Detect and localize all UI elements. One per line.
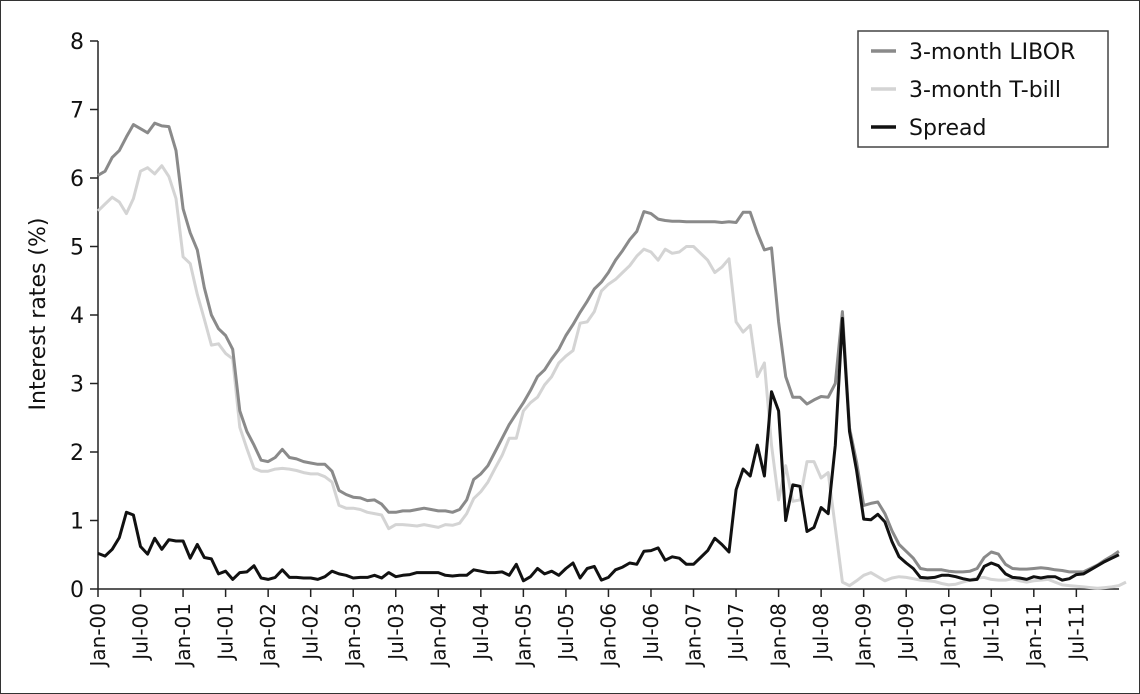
x-axis: Jan-00 Jul-00 Jan-01 Jul-01 Jan-02 Jul-02 Jan-… — [86, 588, 1119, 669]
x-tick-label: Jan-05 — [511, 603, 535, 669]
y-tick-label: 8 — [70, 30, 84, 55]
x-tick-label: Jul-09 — [894, 603, 918, 662]
x-tick-label: Jan-07 — [682, 603, 706, 669]
legend-label-tbill: 3-month T-bill — [909, 78, 1061, 103]
x-tick-label: Jan-06 — [596, 603, 620, 669]
x-tick-label: Jul-10 — [979, 603, 1003, 662]
series-line-tbill — [96, 164, 1127, 590]
x-tick-label: Jul-08 — [809, 603, 833, 662]
x-tick-label: Jan-11 — [1022, 603, 1046, 669]
legend-box — [857, 30, 1109, 148]
x-tick-label: Jul-05 — [554, 603, 578, 662]
x-tick-label: Jul-02 — [299, 603, 323, 662]
x-tick-label: Jul-06 — [639, 603, 663, 662]
y-tick-label: 7 — [70, 99, 84, 124]
x-tick-label: Jan-01 — [171, 603, 195, 669]
x-tick-label: Jan-10 — [937, 603, 961, 669]
y-tick-label: 1 — [70, 510, 84, 535]
series-line-libor — [97, 121, 1120, 574]
x-tick-label: Jan-04 — [426, 603, 450, 669]
legend-label-libor: 3-month LIBOR — [909, 40, 1075, 65]
y-tick-label: 3 — [70, 373, 84, 398]
x-tick-label: Jan-03 — [341, 603, 365, 669]
x-tick-label: Jul-03 — [384, 603, 408, 662]
y-tick-label: 2 — [70, 441, 84, 466]
x-tick-label: Jan-00 — [86, 603, 110, 669]
x-tick-label: Jan-08 — [767, 603, 791, 669]
x-tick-label: Jan-09 — [852, 603, 876, 669]
legend-entry-tbill: 3-month T-bill — [871, 78, 1061, 103]
x-tick-label: Jan-02 — [256, 603, 280, 669]
y-axis-title: Interest rates (%) — [26, 218, 51, 411]
y-tick-label: 6 — [70, 167, 84, 192]
y-tick-label: 4 — [70, 304, 84, 329]
series-line-spread — [97, 316, 1120, 583]
y-tick-label: 0 — [70, 578, 84, 603]
legend-entry-libor: 3-month LIBOR — [871, 40, 1075, 65]
x-tick-label: Jul-01 — [214, 603, 238, 662]
x-tick-label: Jul-00 — [129, 603, 153, 662]
y-tick-label: 5 — [70, 236, 84, 261]
legend-entry-spread: Spread — [871, 116, 986, 141]
x-tick-label: Jul-07 — [724, 603, 748, 662]
y-axis: 0 1 2 3 4 5 6 7 8 — [70, 30, 99, 603]
x-tick-label: Jul-04 — [469, 603, 493, 662]
series-layer — [96, 121, 1127, 590]
legend-label-spread: Spread — [909, 116, 986, 141]
x-tick-label: Jul-11 — [1064, 603, 1088, 662]
legend: 3-month LIBOR 3-month T-bill Spread — [857, 30, 1109, 148]
